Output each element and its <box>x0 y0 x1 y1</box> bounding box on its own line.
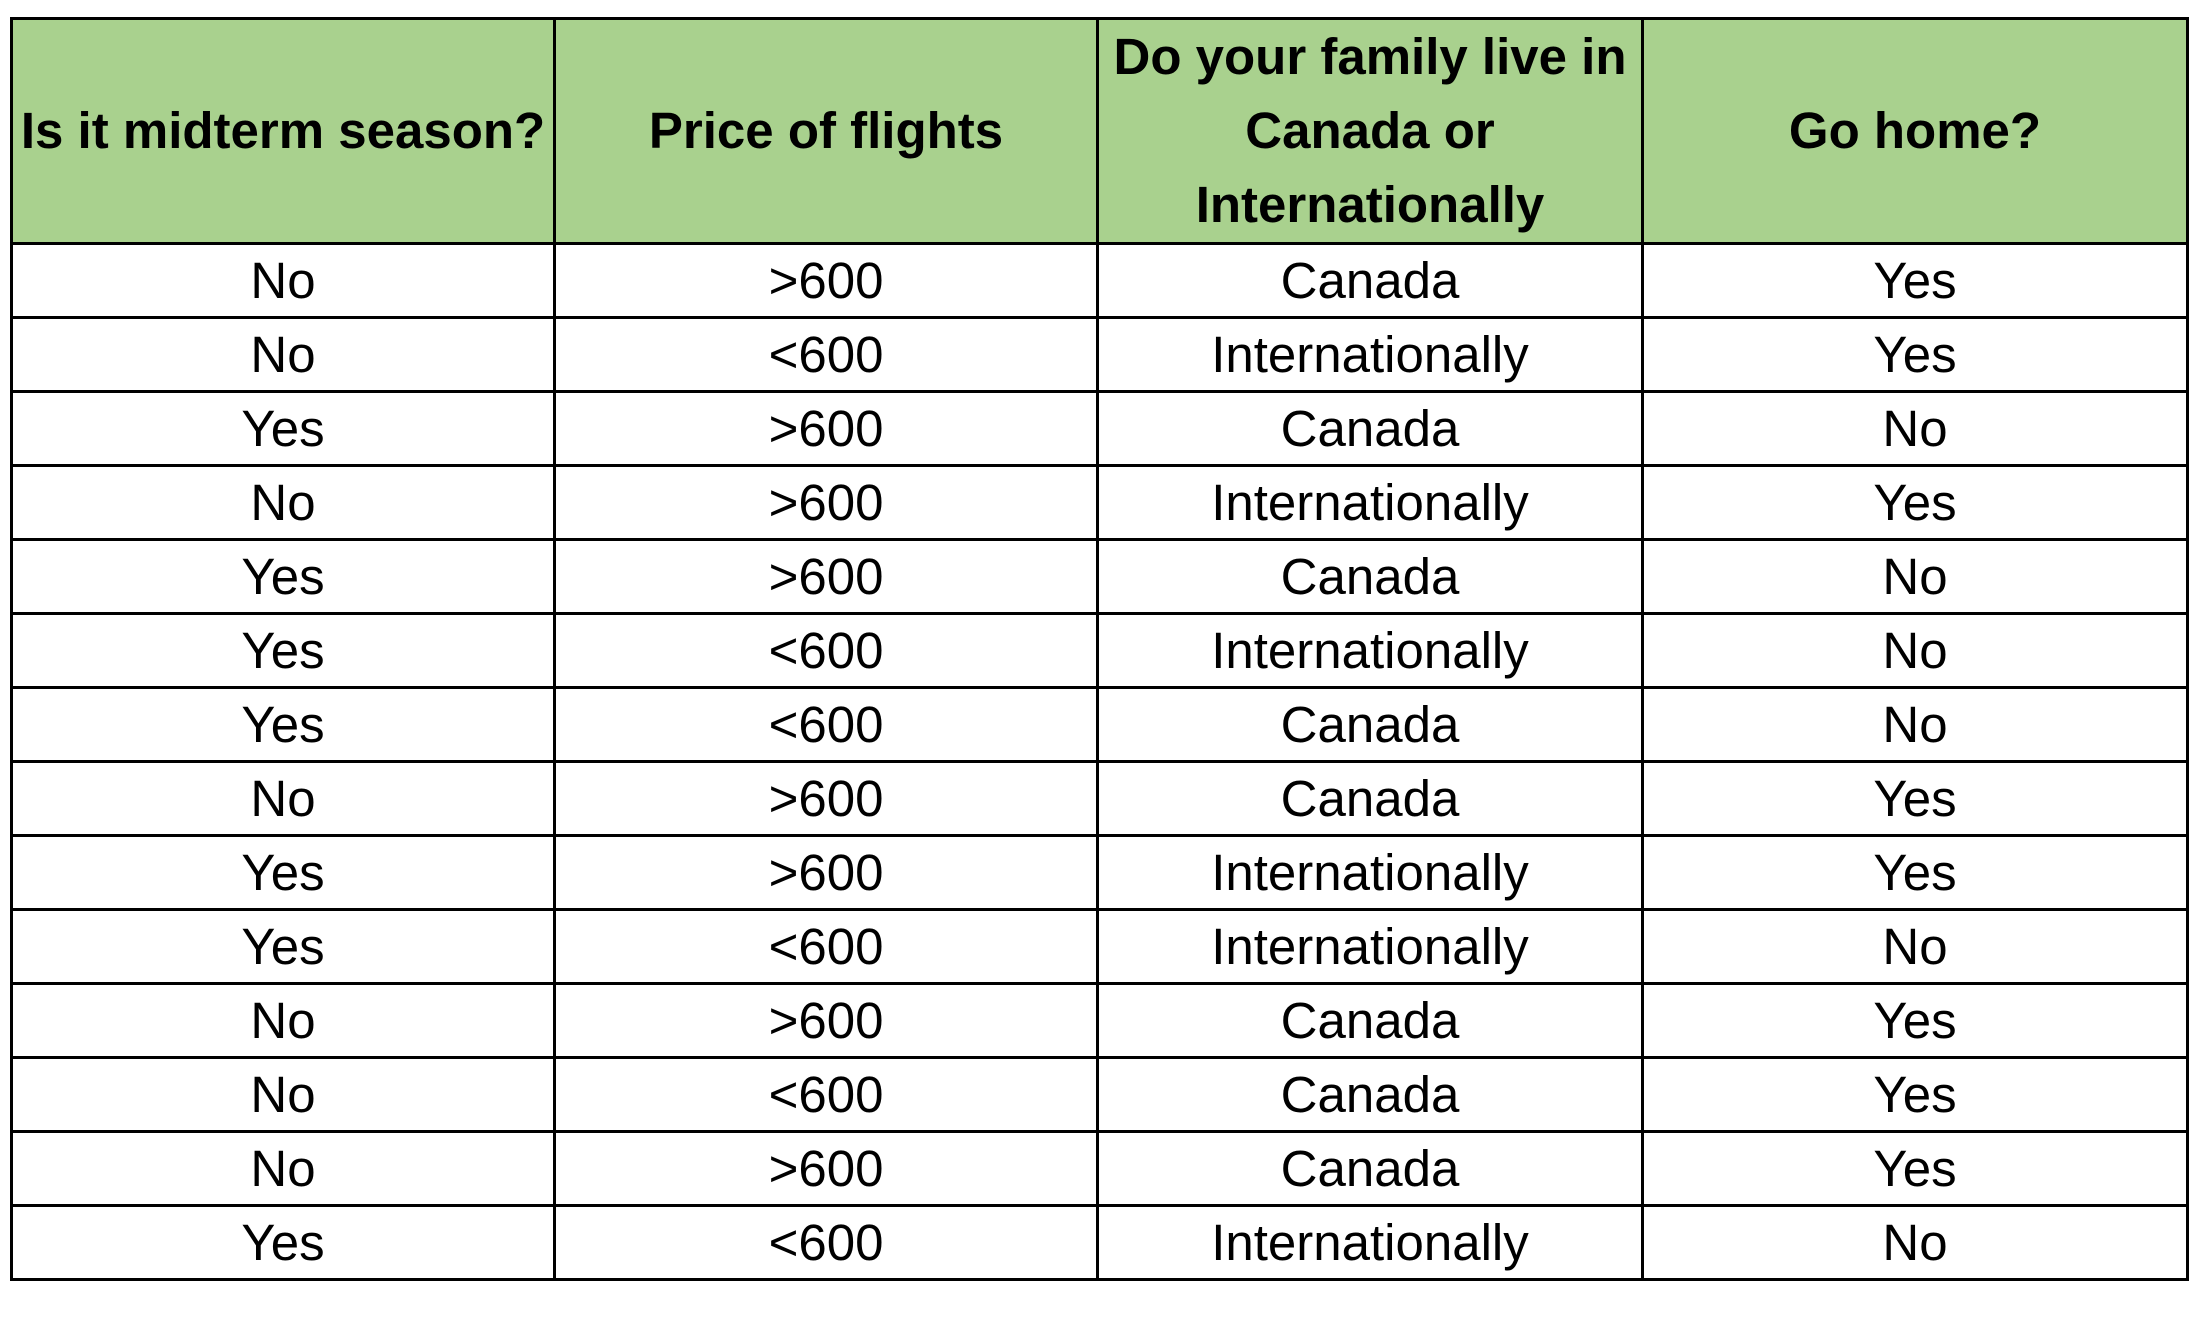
table-row: Yes <600 Internationally No <box>10 1204 2189 1281</box>
header-go-home: Go home? <box>1641 17 2189 245</box>
go-home-cell: Yes <box>1641 760 2189 837</box>
table-row: No >600 Canada Yes <box>10 1130 2189 1207</box>
price-of-flights-cell: >600 <box>553 538 1099 615</box>
table-row: No >600 Canada Yes <box>10 242 2189 319</box>
midterm-season-cell: No <box>10 760 556 837</box>
go-home-cell: Yes <box>1641 242 2189 319</box>
header-midterm-season: Is it midterm season? <box>10 17 556 245</box>
price-of-flights-cell: >600 <box>553 464 1099 541</box>
price-of-flights-cell: >600 <box>553 982 1099 1059</box>
go-home-cell: Yes <box>1641 834 2189 911</box>
family-location-cell: Internationally <box>1096 834 1644 911</box>
family-location-cell: Internationally <box>1096 464 1644 541</box>
price-of-flights-cell: <600 <box>553 1056 1099 1133</box>
table-row: Yes >600 Canada No <box>10 538 2189 615</box>
price-of-flights-cell: <600 <box>553 686 1099 763</box>
table-row: Yes >600 Canada No <box>10 390 2189 467</box>
table-row: Yes >600 Internationally Yes <box>10 834 2189 911</box>
header-family-location: Do your family live in Canada or Interna… <box>1096 17 1644 245</box>
family-location-cell: Canada <box>1096 242 1644 319</box>
midterm-season-cell: Yes <box>10 834 556 911</box>
price-of-flights-cell: >600 <box>553 390 1099 467</box>
price-of-flights-cell: <600 <box>553 316 1099 393</box>
family-location-cell: Canada <box>1096 982 1644 1059</box>
price-of-flights-cell: <600 <box>553 908 1099 985</box>
price-of-flights-cell: <600 <box>553 612 1099 689</box>
table-row: Yes <600 Internationally No <box>10 612 2189 689</box>
midterm-season-cell: No <box>10 242 556 319</box>
go-home-cell: No <box>1641 612 2189 689</box>
go-home-cell: No <box>1641 538 2189 615</box>
go-home-cell: No <box>1641 908 2189 985</box>
go-home-cell: No <box>1641 1204 2189 1281</box>
midterm-season-cell: No <box>10 316 556 393</box>
family-location-cell: Internationally <box>1096 908 1644 985</box>
midterm-season-cell: No <box>10 1130 556 1207</box>
go-home-cell: Yes <box>1641 464 2189 541</box>
go-home-cell: No <box>1641 686 2189 763</box>
decision-data-table: Is it midterm season? Price of flights D… <box>10 17 2189 1281</box>
family-location-cell: Internationally <box>1096 1204 1644 1281</box>
table-row: No <600 Canada Yes <box>10 1056 2189 1133</box>
price-of-flights-cell: <600 <box>553 1204 1099 1281</box>
header-price-of-flights: Price of flights <box>553 17 1099 245</box>
midterm-season-cell: No <box>10 982 556 1059</box>
midterm-season-cell: Yes <box>10 686 556 763</box>
family-location-cell: Internationally <box>1096 612 1644 689</box>
midterm-season-cell: No <box>10 464 556 541</box>
table-row: Yes <600 Canada No <box>10 686 2189 763</box>
header-row: Is it midterm season? Price of flights D… <box>10 17 2189 245</box>
table-row: No >600 Canada Yes <box>10 982 2189 1059</box>
price-of-flights-cell: >600 <box>553 1130 1099 1207</box>
family-location-cell: Canada <box>1096 390 1644 467</box>
price-of-flights-cell: >600 <box>553 242 1099 319</box>
family-location-cell: Canada <box>1096 1130 1644 1207</box>
price-of-flights-cell: >600 <box>553 760 1099 837</box>
price-of-flights-cell: >600 <box>553 834 1099 911</box>
go-home-cell: Yes <box>1641 1130 2189 1207</box>
family-location-cell: Canada <box>1096 538 1644 615</box>
family-location-cell: Internationally <box>1096 316 1644 393</box>
midterm-season-cell: Yes <box>10 612 556 689</box>
go-home-cell: No <box>1641 390 2189 467</box>
go-home-cell: Yes <box>1641 982 2189 1059</box>
go-home-cell: Yes <box>1641 316 2189 393</box>
midterm-season-cell: No <box>10 1056 556 1133</box>
table-row: No >600 Internationally Yes <box>10 464 2189 541</box>
midterm-season-cell: Yes <box>10 908 556 985</box>
table-body: No >600 Canada Yes No <600 Internationally Yes Y… <box>10 242 2189 1281</box>
go-home-cell: Yes <box>1641 1056 2189 1133</box>
midterm-season-cell: Yes <box>10 390 556 467</box>
midterm-season-cell: Yes <box>10 538 556 615</box>
table-row: Yes <600 Internationally No <box>10 908 2189 985</box>
family-location-cell: Canada <box>1096 686 1644 763</box>
midterm-season-cell: Yes <box>10 1204 556 1281</box>
family-location-cell: Canada <box>1096 760 1644 837</box>
table-row: No <600 Internationally Yes <box>10 316 2189 393</box>
family-location-cell: Canada <box>1096 1056 1644 1133</box>
table-row: No >600 Canada Yes <box>10 760 2189 837</box>
